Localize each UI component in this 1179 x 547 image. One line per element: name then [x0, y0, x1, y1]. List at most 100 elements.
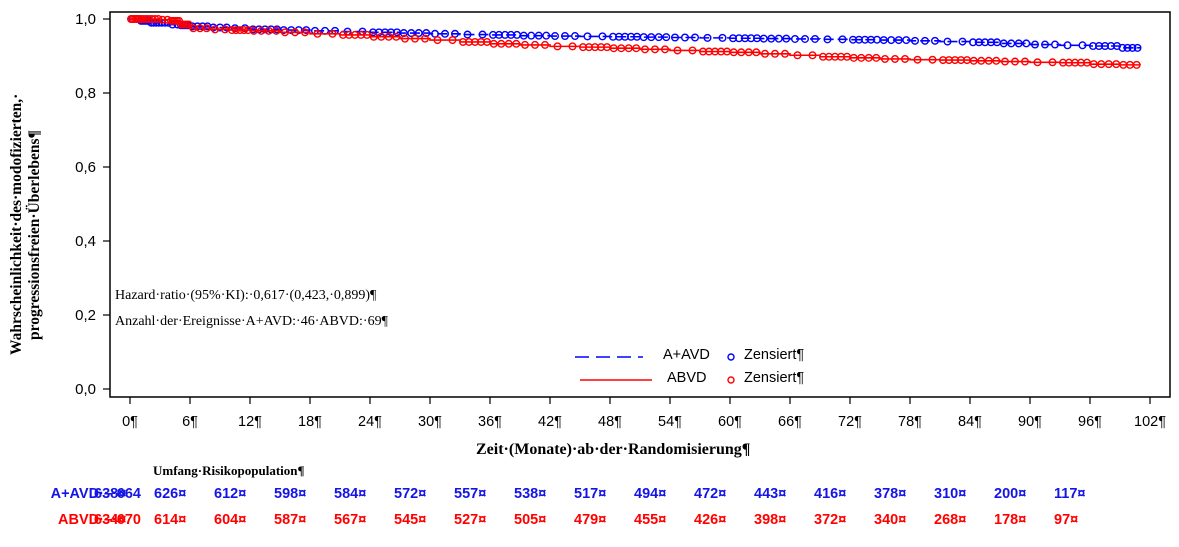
censor-mark: [531, 40, 540, 49]
censor-mark: [583, 32, 592, 41]
censor-mark: [177, 20, 186, 29]
censor-mark: [1001, 57, 1010, 66]
censor-mark: [774, 34, 783, 43]
x-tick-label: 24¶: [358, 414, 382, 430]
censor-mark: [691, 33, 700, 42]
censor-mark: [301, 28, 310, 37]
censor-mark: [767, 34, 776, 43]
censor-mark: [761, 49, 770, 58]
censor-mark: [651, 45, 660, 54]
censor-mark: [617, 44, 626, 53]
censor-mark: [1022, 39, 1031, 48]
censor-mark: [992, 56, 1001, 65]
risk-row-label: A+AVD·–·664: [50, 486, 141, 502]
x-tick-label: 48¶: [598, 414, 622, 430]
risk-value: 638¤: [94, 486, 127, 502]
risk-value: 426¤: [694, 512, 727, 528]
censor-mark: [1104, 60, 1113, 69]
risk-value: 598¤: [274, 486, 307, 502]
censor-mark: [759, 34, 768, 43]
risk-value: 614¤: [154, 512, 187, 528]
censor-mark: [328, 29, 337, 38]
risk-value: 527¤: [454, 512, 487, 528]
risk-row-aavd: A+AVD·–·664 638¤ 626¤ 612¤ 598¤ 584¤ 572¤ 557¤ 5…: [0, 486, 1179, 506]
censor-mark: [414, 29, 423, 38]
risk-value: 455¤: [634, 512, 667, 528]
censor-mark: [561, 32, 570, 41]
censor-mark: [291, 28, 300, 37]
censor-mark: [542, 31, 551, 40]
y-tick-label: 0,4: [75, 233, 96, 250]
censor-mark: [497, 39, 506, 48]
risk-value: 479¤: [574, 512, 607, 528]
censor-mark: [1133, 43, 1142, 52]
censor-mark: [231, 26, 240, 35]
censor-mark: [568, 42, 577, 51]
risk-value: 517¤: [574, 486, 607, 502]
censor-mark: [1030, 40, 1039, 49]
risk-value: 634¤: [94, 512, 127, 528]
censor-mark: [534, 31, 543, 40]
censor-mark: [392, 32, 401, 41]
censor-mark: [489, 39, 498, 48]
risk-row-label: ABVD·–·670: [58, 512, 141, 528]
censor-mark: [632, 44, 641, 53]
censor-mark: [227, 26, 236, 35]
censor-mark: [1063, 41, 1072, 50]
censor-mark: [671, 33, 680, 42]
x-tick-label: 72¶: [838, 414, 862, 430]
risk-value: 557¤: [454, 486, 487, 502]
censor-mark: [239, 26, 248, 35]
x-tick-label: 42¶: [538, 414, 562, 430]
legend-label-aavd: A+AVD: [663, 347, 710, 363]
censor-mark: [891, 54, 900, 63]
risk-value: 587¤: [274, 512, 307, 528]
x-tick-label: 60¶: [718, 414, 742, 430]
x-axis: 0¶ 6¶ 12¶ 18¶ 24¶ 30¶ 36¶ 42¶ 48¶ 54¶ 60¶ 66¶ 72¶ 78¶…: [122, 397, 1166, 430]
censor-mark: [1007, 39, 1016, 48]
censor-mark: [791, 34, 800, 43]
legend-label-abvd: ABVD: [667, 370, 707, 386]
risk-value: 398¤: [754, 512, 787, 528]
censor-mark: [718, 33, 727, 42]
censor-mark: [958, 37, 967, 46]
risk-value: 310¤: [934, 486, 967, 502]
x-tick-label: 84¶: [958, 414, 982, 430]
censor-mark: [264, 26, 273, 35]
legend-censor-label-abvd: Zensiert¶: [744, 370, 805, 386]
censor-mark: [377, 32, 386, 41]
censor-mark: [662, 33, 671, 42]
censor-mark: [527, 31, 536, 40]
x-tick-label: 66¶: [778, 414, 802, 430]
events-count-annotation: Anzahl·der·Ereignisse·A+AVD:·46·ABVD:·69…: [115, 314, 388, 329]
censor-mark: [521, 40, 530, 49]
y-tick-label: 0,2: [75, 307, 96, 324]
y-tick-label: 0,0: [75, 381, 96, 398]
y-axis-title: Wahrscheinlichkeit·des·modofizierten,· p…: [8, 10, 54, 360]
censor-mark: [793, 51, 802, 60]
censor-mark: [609, 44, 618, 53]
censor-mark: [838, 35, 847, 44]
censor-mark: [504, 39, 513, 48]
censor-mark: [137, 14, 146, 23]
risk-value: 545¤: [394, 512, 427, 528]
risk-value: 626¤: [154, 486, 187, 502]
censor-mark: [1048, 58, 1057, 67]
censor-mark: [624, 44, 633, 53]
censor-mark: [478, 30, 487, 39]
censor-mark: [977, 56, 986, 65]
censor-mark: [1033, 58, 1042, 67]
risk-value: 200¤: [994, 486, 1027, 502]
censor-mark: [210, 25, 219, 34]
legend: [575, 353, 735, 384]
x-tick-label: 96¶: [1078, 414, 1102, 430]
risk-value: 472¤: [694, 486, 727, 502]
risk-value: 584¤: [334, 486, 367, 502]
censor-mark: [411, 34, 420, 43]
censor-mark: [811, 34, 820, 43]
censor-mark: [881, 54, 890, 63]
censor-mark: [729, 48, 738, 57]
x-tick-label: 18¶: [298, 414, 322, 430]
censor-mark: [272, 26, 281, 35]
censor-mark: [901, 54, 910, 63]
